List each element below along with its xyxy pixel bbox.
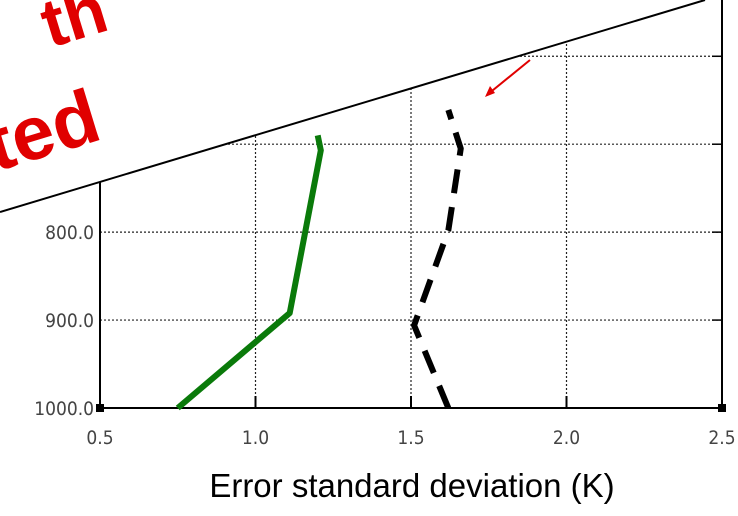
y-tick-label: 800.0 — [45, 222, 94, 244]
y-tick-label: 1000.0 — [34, 398, 94, 420]
x-tick-label: 2.0 — [553, 427, 580, 449]
arrow-head — [485, 86, 495, 97]
series-line — [411, 108, 464, 410]
x-axis-label: Error standard deviation (K) — [209, 467, 614, 504]
y-tick-label: 900.0 — [45, 310, 94, 332]
annotation-arrow — [486, 59, 531, 96]
overlay-edge — [0, 0, 706, 213]
x-tick-label: 1.5 — [397, 427, 424, 449]
corner — [96, 404, 104, 412]
x-tick-label: 0.5 — [86, 427, 113, 449]
x-tick-label: 2.5 — [708, 427, 735, 449]
series-line — [175, 134, 324, 411]
corner — [718, 404, 726, 412]
x-tick-label: 1.0 — [242, 427, 269, 449]
